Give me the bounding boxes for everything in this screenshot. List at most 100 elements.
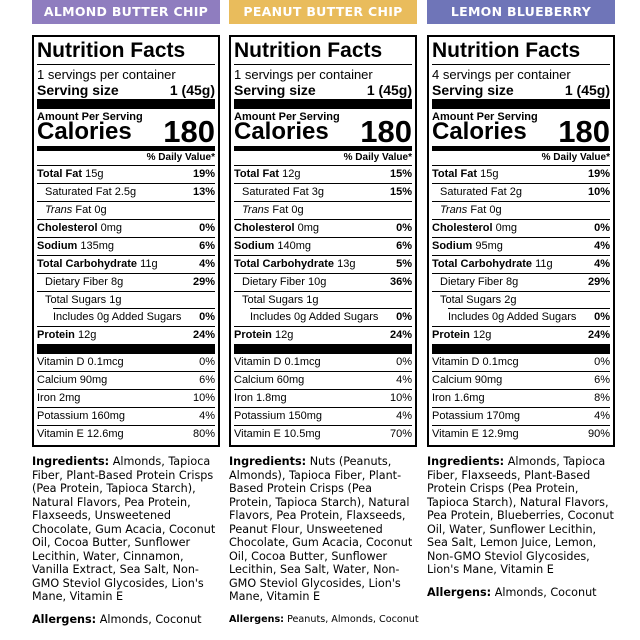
nutrient-name: Dietary Fiber (242, 276, 305, 288)
nutrient-amount: 0g (94, 204, 107, 216)
allergens-list: Peanuts, Almonds, Coconut (287, 613, 419, 625)
nutrient-name: Protein (432, 329, 470, 341)
vitamin-name: Potassium 160mg (37, 410, 126, 422)
nutrient-row-sodium: Sodium 135mg 6% (37, 238, 215, 256)
nutrient-row-sodium: Sodium 140mg 6% (234, 238, 412, 256)
daily-value-header: % Daily Value* (37, 151, 215, 166)
medium-divider (432, 146, 610, 151)
nutrient-dv: 6% (199, 240, 215, 252)
ingredients-label: Ingredients: (229, 455, 307, 468)
nutrient-dv: 24% (192, 329, 215, 341)
nutrient-row-sodium: Sodium 95mg 4% (432, 238, 610, 256)
nutrient-name: Protein (234, 329, 272, 341)
vitamin-dv: 4% (396, 374, 412, 386)
nutrient-name: Fat (272, 204, 289, 216)
ingredients-text: Ingredients: Nuts (Peanuts, Almonds), Ta… (229, 455, 417, 604)
vitamin-row: Vitamin E 12.9mg 90% (432, 426, 610, 443)
nutrient-amount: 3g (311, 186, 324, 198)
nutrition-facts-title: Nutrition Facts (37, 39, 215, 65)
nutrient-name: Total Sugars (45, 294, 107, 306)
nutrient-dv: 0% (594, 222, 610, 234)
medium-divider (234, 146, 412, 151)
vitamin-name: Iron 1.8mg (234, 392, 287, 404)
nutrient-name: Sodium (37, 240, 78, 252)
calories-label: Calories (37, 118, 132, 145)
vitamin-dv: 4% (594, 410, 610, 422)
nutrient-amount: 11g (535, 258, 553, 270)
nutrient-dv: 15% (389, 186, 412, 198)
calories-label: Calories (432, 118, 527, 145)
nutrient-row-total-carbohydrate: Total Carbohydrate 11g 4% (37, 256, 215, 274)
calories-row: Calories 180 (432, 116, 610, 147)
nutrient-dv: 0% (199, 311, 215, 323)
nutrient-dv: 0% (199, 222, 215, 234)
nutrient-row-total-fat: Total Fat 15g 19% (37, 166, 215, 184)
nutrient-name: Includes 0g Added Sugars (448, 311, 577, 323)
calories-row: Calories 180 (234, 114, 412, 149)
serving-size-label: Serving size (432, 82, 514, 98)
nutrient-dv: 29% (587, 276, 610, 288)
nutrient-row-dietary-fiber: Dietary Fiber 10g 36% (234, 274, 412, 292)
allergens-label: Allergens: (32, 612, 97, 626)
nutrient-amount: 8g (111, 276, 124, 288)
nutrient-amount: 2g (509, 186, 522, 198)
nutrient-dv: 36% (389, 276, 412, 288)
vitamin-name: Calcium 90mg (37, 374, 108, 386)
allergens-list: Almonds, Coconut (99, 612, 202, 626)
vitamin-dv: 70% (389, 428, 412, 440)
nutrient-amount: 140mg (277, 240, 312, 252)
nutrient-dv: 0% (396, 311, 412, 323)
nutrient-amount: 15g (85, 168, 104, 180)
nutrient-amount: 12g (282, 168, 301, 180)
ingredients-list: Almonds, Tapioca Fiber, Flaxseeds, Plant… (427, 455, 614, 576)
nutrient-name: Total Carbohydrate (234, 258, 335, 270)
nutrient-dv: 4% (594, 258, 610, 270)
nutrient-amount: 2.5g (114, 186, 137, 198)
nutrient-name: Saturated Fat (242, 186, 309, 198)
nutrient-row-saturated-fat: Saturated Fat 2.5g 13% (37, 184, 215, 202)
nutrient-amount: 10g (308, 276, 327, 288)
nutrient-row-added-sugars: Includes 0g Added Sugars 0% (234, 309, 412, 327)
nutrient-name: Includes 0g Added Sugars (250, 311, 379, 323)
nutrition-facts-title: Nutrition Facts (234, 39, 412, 65)
calories-row: Calories 180 (37, 116, 215, 147)
vitamin-name: Vitamin E 12.6mg (37, 428, 124, 440)
nutrient-row-total-sugars: Total Sugars 1g (234, 292, 412, 309)
allergens-text: Allergens: Almonds, Coconut (32, 613, 220, 626)
nutrient-amount: 0mg (297, 222, 319, 234)
serving-size-row: Serving size 1 (45g) (234, 82, 412, 98)
nutrient-row-total-sugars: Total Sugars 2g (432, 292, 610, 309)
nutrition-facts-title: Nutrition Facts (432, 39, 610, 65)
vitamin-name: Potassium 150mg (234, 410, 323, 422)
thick-divider (432, 99, 610, 109)
nutrient-dv: 19% (192, 168, 215, 180)
nutrient-amount: 12g (77, 329, 97, 341)
vitamin-row: Calcium 90mg 6% (432, 372, 610, 390)
nutrient-amount: 135mg (80, 240, 115, 252)
nutrient-row-added-sugars: Includes 0g Added Sugars 0% (432, 309, 610, 327)
flavor-badge: PEANUT BUTTER CHIP (229, 0, 417, 24)
nutrient-dv: 24% (389, 329, 412, 341)
nutrient-row-total-fat: Total Fat 12g 15% (234, 166, 412, 184)
nutrient-dv: 4% (594, 240, 610, 252)
nutrient-name: Protein (37, 329, 75, 341)
thick-divider (432, 344, 610, 354)
nutrient-row-total-sugars: Total Sugars 1g (37, 292, 215, 309)
product-column-1: ALMOND BUTTER CHIP Nutrition Facts 1 ser… (32, 0, 220, 626)
thick-divider (37, 344, 215, 354)
ingredients-label: Ingredients: (32, 455, 110, 468)
nutrient-amount: 0mg (100, 222, 122, 234)
nutrient-name: Total Sugars (440, 294, 502, 306)
calories-value: 180 (360, 114, 412, 149)
nutrient-row-added-sugars: Includes 0g Added Sugars 0% (37, 309, 215, 327)
nutrient-row-protein: Protein 12g 24% (37, 327, 215, 344)
nutrient-dv: 13% (192, 186, 215, 198)
nutrient-name: Total Fat (234, 168, 280, 180)
nutrient-name-italic: Trans (440, 204, 468, 216)
vitamin-name: Vitamin D 0.1mcg (37, 356, 124, 368)
nutrient-name: Saturated Fat (440, 186, 507, 198)
nutrient-row-trans-fat: Trans Fat 0g (234, 202, 412, 220)
servings-per-container: 1 servings per container (37, 67, 176, 82)
vitamin-row: Potassium 170mg 4% (432, 408, 610, 426)
allergens-list: Almonds, Coconut (494, 585, 597, 599)
